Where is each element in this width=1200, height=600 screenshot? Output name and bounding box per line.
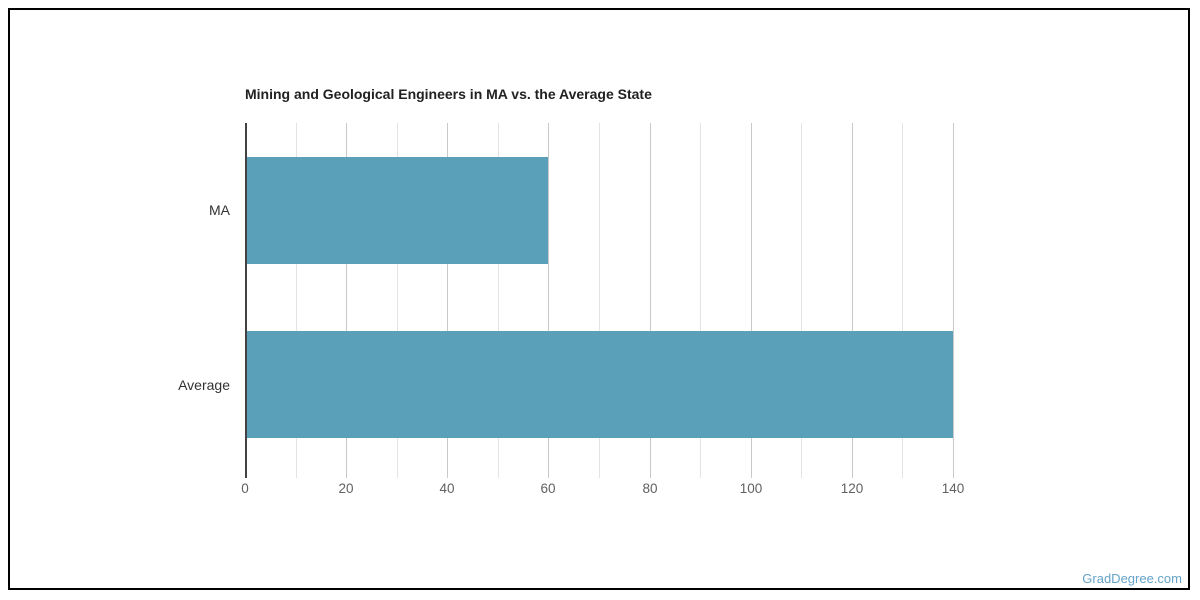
x-axis-tick xyxy=(346,472,347,478)
major-gridline xyxy=(346,123,347,472)
x-axis-tick-label: 40 xyxy=(439,481,455,496)
chart-border-frame xyxy=(8,8,1190,590)
chart-title: Mining and Geological Engineers in MA vs… xyxy=(245,86,652,102)
x-axis-tick xyxy=(700,472,701,478)
major-gridline xyxy=(751,123,752,472)
x-axis-tick xyxy=(751,472,752,478)
x-axis-tick xyxy=(953,472,954,478)
x-axis-tick-label: 140 xyxy=(941,481,965,496)
x-axis-tick xyxy=(397,472,398,478)
x-axis-tick-label: 80 xyxy=(642,481,658,496)
y-axis-label-ma: MA xyxy=(209,202,230,218)
x-axis-tick-label: 100 xyxy=(739,481,763,496)
x-axis-tick xyxy=(801,472,802,478)
minor-gridline xyxy=(902,123,903,472)
x-axis-tick xyxy=(650,472,651,478)
major-gridline xyxy=(650,123,651,472)
bar-average xyxy=(245,331,953,438)
minor-gridline xyxy=(397,123,398,472)
x-axis-tick-label: 0 xyxy=(241,481,249,496)
minor-gridline xyxy=(296,123,297,472)
minor-gridline xyxy=(801,123,802,472)
y-axis-line xyxy=(245,123,247,478)
major-gridline xyxy=(548,123,549,472)
x-axis-tick xyxy=(498,472,499,478)
x-axis-tick xyxy=(447,472,448,478)
bar-ma xyxy=(245,157,549,264)
major-gridline xyxy=(447,123,448,472)
x-axis-tick xyxy=(296,472,297,478)
watermark-link[interactable]: GradDegree.com xyxy=(1082,571,1182,586)
x-axis-tick xyxy=(548,472,549,478)
x-axis-tick xyxy=(902,472,903,478)
x-axis-tick xyxy=(599,472,600,478)
x-axis-tick-label: 60 xyxy=(540,481,556,496)
minor-gridline xyxy=(700,123,701,472)
major-gridline xyxy=(852,123,853,472)
x-axis-tick-label: 120 xyxy=(840,481,864,496)
x-axis-tick xyxy=(852,472,853,478)
y-axis-label-average: Average xyxy=(178,377,230,393)
minor-gridline xyxy=(498,123,499,472)
plot-area xyxy=(245,123,954,478)
major-gridline xyxy=(953,123,954,472)
x-axis-tick-label: 20 xyxy=(338,481,354,496)
minor-gridline xyxy=(599,123,600,472)
